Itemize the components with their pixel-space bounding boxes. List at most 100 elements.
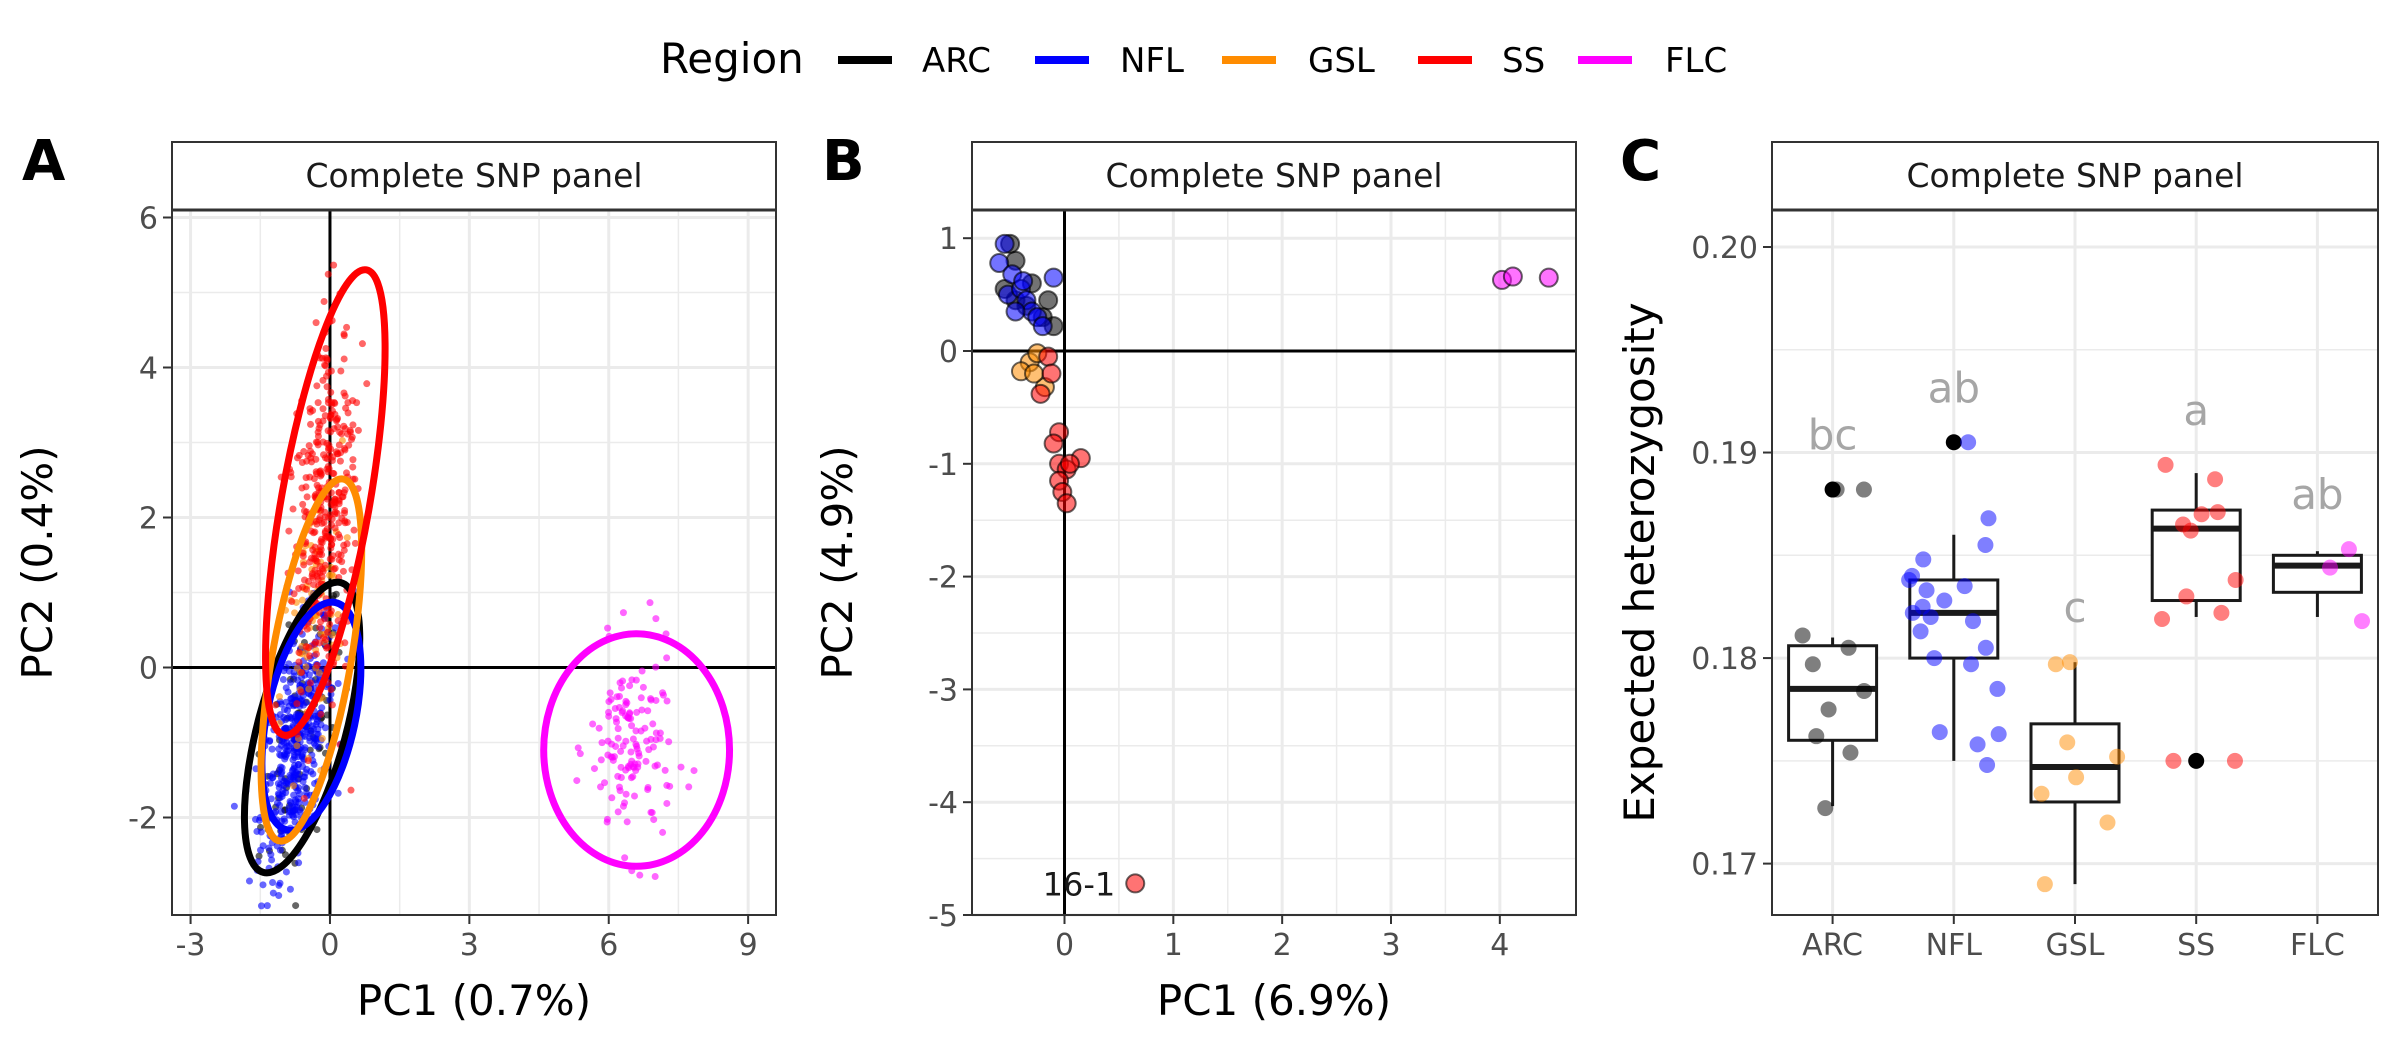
a-point-flc: [615, 783, 623, 791]
a-point-ss: [303, 493, 311, 501]
a-point-ss: [312, 319, 320, 327]
a-point-nfl: [282, 779, 290, 787]
a-point-ss: [300, 561, 308, 569]
b-point-ss: [1059, 453, 1080, 474]
a-point-flc: [633, 742, 641, 750]
a-point-ss: [328, 401, 336, 409]
a-point-nfl: [281, 817, 289, 825]
a-point-flc: [652, 663, 660, 671]
a-point-ss: [303, 625, 311, 633]
a-point-ss: [306, 679, 314, 687]
b-xtick-label: 3: [1381, 928, 1400, 963]
a-point-nfl: [273, 799, 281, 807]
a-point-gsl: [291, 609, 299, 617]
a-point-ss: [313, 382, 321, 390]
b-point-nfl: [1013, 271, 1034, 292]
a-point-ss: [321, 636, 329, 644]
a-point-flc: [621, 854, 629, 862]
a-point-flc: [637, 694, 645, 702]
a-point-flc: [652, 615, 660, 623]
a-point-ss: [306, 558, 314, 566]
a-point-ss: [293, 454, 301, 462]
a-point-nfl: [269, 889, 277, 897]
a-point-arc: [292, 902, 300, 910]
a-point-nfl: [245, 877, 253, 885]
a-point-flc: [631, 760, 639, 768]
a-point-flc: [661, 766, 669, 774]
a-point-flc: [574, 744, 582, 752]
a-point-ss: [341, 639, 349, 647]
c-point-nfl: [1960, 434, 1977, 451]
b-xtick-label: 0: [1055, 928, 1074, 963]
a-point-ss: [351, 475, 359, 483]
a-point-ss: [312, 438, 320, 446]
c-point-arc: [1828, 481, 1845, 498]
a-point-ss: [306, 652, 314, 660]
a-ytick-label: 4: [139, 352, 158, 387]
b-point-ss: [1125, 873, 1146, 894]
a-point-nfl: [282, 789, 290, 797]
b-xtick-label: 2: [1273, 928, 1292, 963]
c-point-arc: [1855, 481, 1872, 498]
a-point-ss: [321, 513, 329, 521]
a-point-ss: [298, 484, 306, 492]
a-point-ss: [317, 710, 325, 718]
a-point-ss: [331, 564, 339, 572]
c-xtick-label: GSL: [2045, 928, 2104, 963]
b-point-nfl: [1032, 316, 1053, 337]
a-point-ss: [325, 444, 333, 452]
a-point-nfl: [334, 789, 342, 797]
a-point-ss: [300, 448, 308, 456]
b-strip-text: Complete SNP panel: [1105, 156, 1442, 195]
a-xtick-label: 6: [599, 928, 618, 963]
c-point-nfl: [1979, 756, 1996, 773]
a-point-ss: [302, 474, 310, 482]
a-point-nfl: [269, 879, 277, 887]
a-point-flc: [617, 763, 625, 771]
a-point-nfl: [268, 856, 276, 864]
a-point-ss: [349, 397, 357, 405]
a-point-ss: [341, 486, 349, 494]
a-point-nfl: [281, 750, 289, 758]
a-point-nfl: [331, 624, 339, 632]
c-point-gsl: [2109, 748, 2126, 765]
b-point-flc: [1502, 266, 1523, 287]
a-point-flc: [614, 734, 622, 742]
a-point-ss: [346, 427, 354, 435]
a-ytick-label: 2: [139, 502, 158, 537]
a-point-nfl: [277, 808, 285, 816]
a-point-ss: [349, 456, 357, 464]
a-point-ss: [311, 566, 319, 574]
a-point-ss: [330, 425, 338, 433]
a-point-ss: [354, 426, 362, 434]
a-point-flc: [619, 707, 627, 715]
a-point-ss: [340, 422, 348, 430]
c-point-arc: [1817, 800, 1834, 817]
a-point-ss: [313, 557, 321, 565]
a-point-flc: [611, 704, 619, 712]
a-point-ss: [339, 493, 347, 501]
a-ytick-label: 0: [139, 652, 158, 687]
a-point-ss: [326, 620, 334, 628]
a-point-nfl: [305, 734, 313, 742]
a-point-ss: [350, 526, 358, 534]
a-point-ss: [345, 441, 353, 449]
a-point-flc: [614, 725, 622, 733]
a-point-nfl: [275, 791, 283, 799]
a-point-flc: [622, 790, 630, 798]
c-point-gsl: [2033, 785, 2050, 802]
a-point-nfl: [295, 859, 303, 867]
a-point-ss: [339, 567, 347, 575]
a-point-ss: [319, 438, 327, 446]
c-box-ss: a: [2150, 386, 2244, 769]
a-point-ss: [293, 700, 301, 708]
c-point-ss: [2178, 588, 2195, 605]
legend: Region ARC NFL GSL SS FLC: [660, 34, 1727, 83]
b-ylabel: PC2 (4.9%): [813, 445, 862, 679]
a-point-nfl: [275, 768, 283, 776]
a-point-flc: [595, 724, 603, 732]
c-box-gsl: c: [2029, 583, 2126, 893]
a-point-ss: [297, 688, 305, 696]
panel-label-b: B: [822, 129, 865, 194]
